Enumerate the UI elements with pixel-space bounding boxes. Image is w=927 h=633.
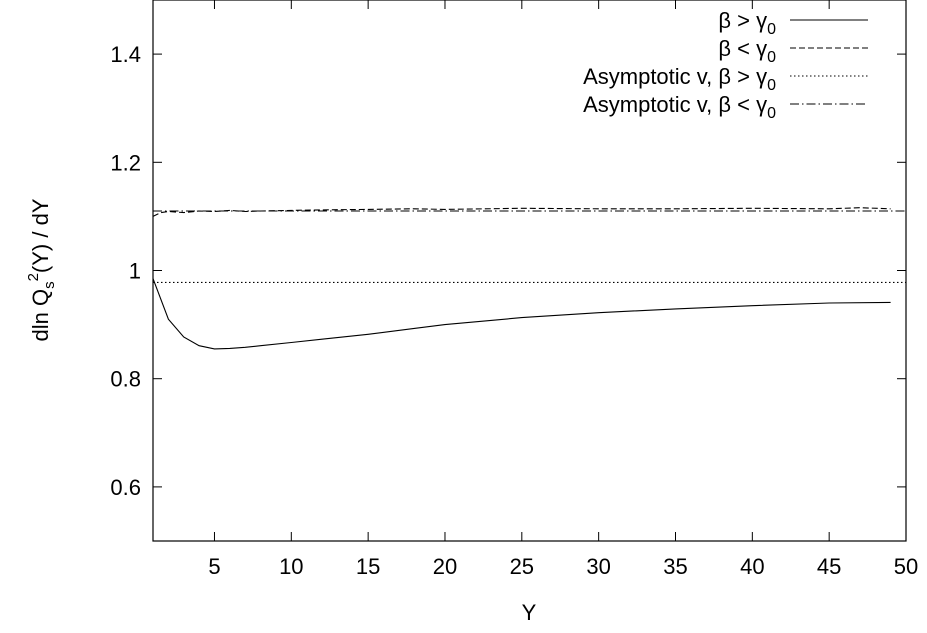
- x-axis-title: Y: [522, 600, 537, 625]
- plot-frame: [152, 0, 907, 542]
- x-tick-label: 50: [894, 554, 918, 579]
- x-tick-label: 30: [586, 554, 610, 579]
- series-layer: [152, 207, 906, 350]
- x-tick-label: 20: [433, 554, 457, 579]
- axis-ticks: 5 10 15 20 25 30 35 40 45 50 0.6 0.8 1 1.2 1.4: [110, 0, 918, 579]
- legend-label-3: Asymptotic v, β > γ0: [583, 64, 776, 94]
- x-tick-label: 40: [740, 554, 764, 579]
- series-line-2: [152, 207, 891, 217]
- x-tick-label: 25: [510, 554, 534, 579]
- x-tick-label: 35: [663, 554, 687, 579]
- x-tick-label: 10: [279, 554, 303, 579]
- y-tick-label: 1.2: [110, 150, 141, 175]
- y-axis-title: dln Qs2(Y) / dY: [25, 198, 58, 341]
- svg-text:dln Qs2(Y) / dY: dln Qs2(Y) / dY: [25, 198, 58, 341]
- y-tick-label: 0.6: [110, 475, 141, 500]
- y-tick-label: 1.4: [110, 42, 141, 67]
- x-tick-label: 5: [208, 554, 220, 579]
- legend-label-4: Asymptotic v, β < γ0: [583, 92, 776, 122]
- series-line-1: [152, 278, 891, 350]
- x-tick-label: 45: [817, 554, 841, 579]
- legend-label-1: β > γ0: [718, 8, 776, 38]
- y-tick-label: 1: [129, 259, 141, 284]
- x-tick-label: 15: [356, 554, 380, 579]
- legend-label-2: β < γ0: [718, 36, 776, 66]
- y-tick-label: 0.8: [110, 367, 141, 392]
